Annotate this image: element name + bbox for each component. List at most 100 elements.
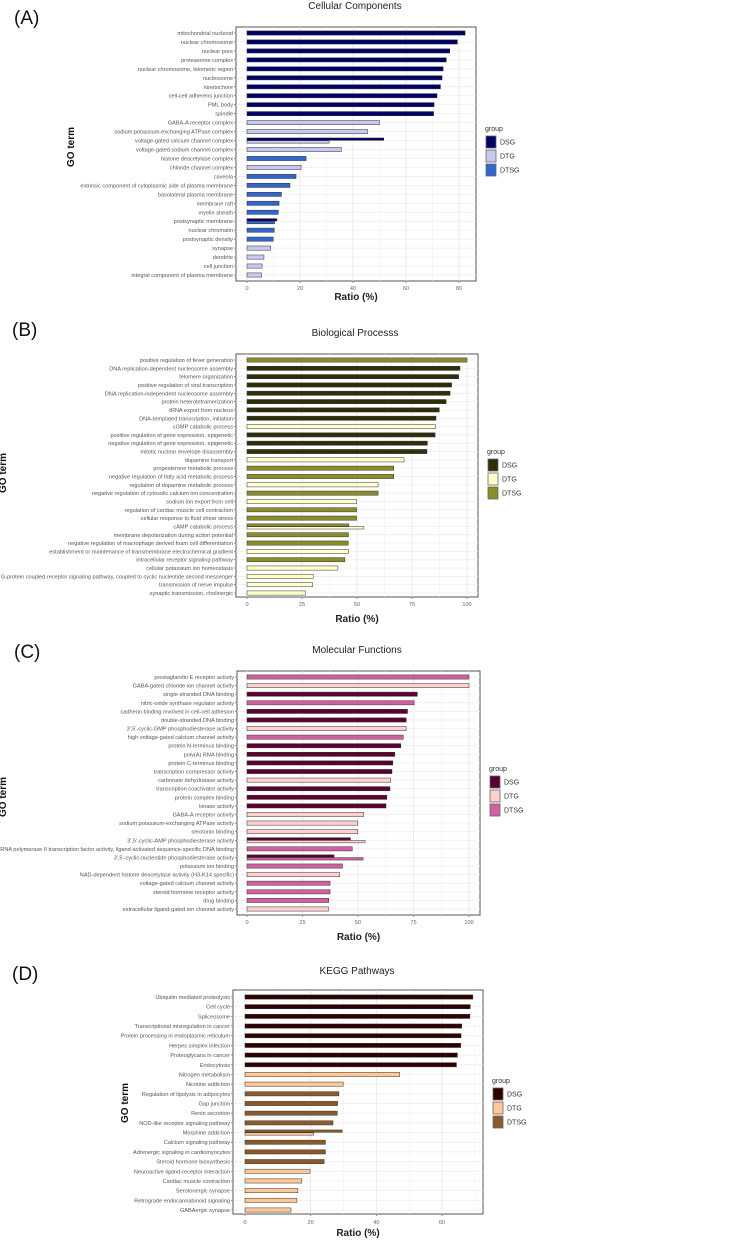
y-tick-label: cell-cell adherens junction	[169, 94, 233, 100]
y-tick-label: telomere organization	[179, 375, 233, 381]
legend-swatch-dtsg	[485, 163, 497, 177]
panel-label: (B)	[12, 320, 37, 341]
y-tick-label: protein complex binding	[175, 795, 234, 801]
x-tick-label: 40	[350, 286, 356, 292]
bar-dsg	[244, 1033, 462, 1039]
bar-dsg	[246, 449, 428, 454]
x-tick-label: 0	[245, 286, 248, 292]
bar-dsg	[244, 1014, 471, 1019]
bar-dsg	[246, 432, 436, 438]
y-tick-label: cadherin binding involved in cell-cell a…	[120, 709, 234, 715]
bar-dtg	[246, 482, 379, 488]
y-axis-label: GO term	[66, 127, 77, 167]
bar-dtg	[244, 1197, 298, 1203]
y-axis-label: GO term	[120, 1083, 131, 1123]
bar-dtsg	[244, 1139, 326, 1145]
y-tick-label: extrinsic component of cytoplasmic side …	[80, 183, 233, 189]
x-tick-label: 60	[439, 1220, 445, 1226]
bar-dsg	[246, 717, 407, 723]
y-tick-label: drug binding	[203, 898, 234, 904]
bar-dtsg	[244, 1091, 340, 1097]
legend-swatch-dsg	[492, 1087, 504, 1101]
x-tick-label: 50	[354, 602, 360, 608]
y-tick-label: kinetochore	[204, 85, 233, 91]
y-tick-label: RNA polymerase II transcription factor a…	[0, 847, 234, 853]
panel-d: (D) KEGG Pathways 0 20 40 60 Ratio (%) GO term U…	[12, 964, 526, 1239]
y-tick-label: Cell cycle	[206, 1005, 230, 1011]
bar-dtsg	[246, 191, 282, 197]
y-tick-label: voltage-gated calcium channel complex	[135, 139, 233, 145]
legend-title: group	[487, 449, 505, 456]
bar-dtg	[244, 1178, 303, 1184]
bar-dtg	[244, 1168, 311, 1174]
bar-dtg	[244, 1072, 400, 1077]
y-tick-label: intracellular receptor signaling pathway	[136, 558, 233, 564]
bar-dsg	[246, 66, 444, 72]
legend-swatch-dtsg	[487, 486, 499, 500]
y-tick-label: positive regulation of fever generation	[140, 358, 233, 364]
chart-title: Biological Processs	[312, 328, 399, 339]
y-tick-label: basolateral plasma membrane	[158, 192, 233, 198]
legend-label: DTSG	[507, 1120, 526, 1127]
bar-dtg	[246, 165, 302, 170]
y-tick-label: NOD-like receptor signaling pathway	[139, 1121, 230, 1127]
x-tick-label: 25	[299, 602, 305, 608]
bar-dtsg	[246, 523, 350, 527]
legend-swatch-dtg	[492, 1101, 504, 1115]
panel-c: (C) Molecular Functions 0 25 50 75 100 Ratio (%…	[0, 642, 523, 943]
x-tick-label: 80	[456, 286, 462, 292]
bar-dtsg	[246, 898, 329, 903]
y-tick-label: progesterone metabolic process	[153, 466, 233, 472]
bar-dtg	[246, 263, 263, 269]
y-tick-label: prostaglandin E receptor activity	[154, 675, 234, 681]
y-axis-label: GO term	[0, 453, 9, 493]
bar-dsg	[246, 415, 437, 421]
y-tick-label: positive regulation of gene expression, …	[110, 433, 233, 439]
bar-dtsg	[246, 863, 343, 869]
bar-dtsg	[246, 465, 394, 471]
legend-swatch-dsg	[489, 775, 501, 789]
y-tick-label: Adrenergic signaling in cardiomyocytes	[133, 1150, 230, 1156]
y-tick-label: poly(A) RNA binding	[184, 752, 234, 758]
bar-dsg	[246, 30, 466, 36]
bar-dtsg	[246, 674, 470, 680]
bar-dtg	[244, 1188, 299, 1193]
legend-label: DTSG	[504, 808, 523, 815]
bar-dtg	[246, 499, 357, 504]
legend-swatch-dtsg	[492, 1115, 504, 1129]
y-tick-label: postsynaptic membrane	[174, 219, 233, 225]
bar-dtsg	[246, 174, 297, 179]
bar-dsg	[246, 837, 351, 841]
legend-swatch-dsg	[487, 458, 499, 472]
legend-label: DTG	[502, 477, 517, 484]
bar-dtsg	[246, 857, 364, 861]
y-tick-label: Regulation of lipolysis in adipocytes	[142, 1092, 231, 1098]
bar-dtsg	[246, 236, 274, 242]
y-tick-label: mitotic nuclear envelope disassembly	[140, 450, 233, 456]
legend-swatch-dtg	[487, 472, 499, 486]
x-tick-label: 20	[308, 1220, 314, 1226]
legend-swatch-dtsg	[489, 803, 501, 817]
x-axis-label: Ratio (%)	[336, 1228, 379, 1239]
bar-dsg	[244, 994, 474, 1000]
y-tick-label: dendrite	[213, 255, 233, 261]
y-tick-label: voltage-gated calcium channel activity	[140, 881, 234, 887]
y-tick-label: transmission of nerve impulse	[159, 583, 233, 589]
y-tick-label: cGMP catabolic process	[173, 425, 233, 431]
x-tick-label: 75	[410, 920, 416, 926]
bar-dtg	[244, 1132, 314, 1136]
bar-dtg	[246, 120, 380, 125]
y-tick-label: Morphine addiction	[183, 1131, 230, 1137]
y-tick-label: G-protein coupled receptor signaling pat…	[1, 574, 233, 580]
bar-dtg	[246, 872, 341, 877]
bar-dsg	[246, 102, 435, 108]
y-tick-label: Proteoglycans in cancer	[170, 1053, 230, 1059]
x-tick-label: 50	[355, 920, 361, 926]
bar-dtg	[246, 777, 391, 783]
bar-dsg	[246, 709, 408, 714]
y-tick-label: Gap junction	[199, 1102, 230, 1108]
legend-label: DSG	[504, 780, 519, 787]
y-tick-label: Renin secretion	[191, 1111, 230, 1117]
x-axis-label: Ratio (%)	[334, 292, 377, 303]
legend-label: DSG	[507, 1092, 522, 1099]
